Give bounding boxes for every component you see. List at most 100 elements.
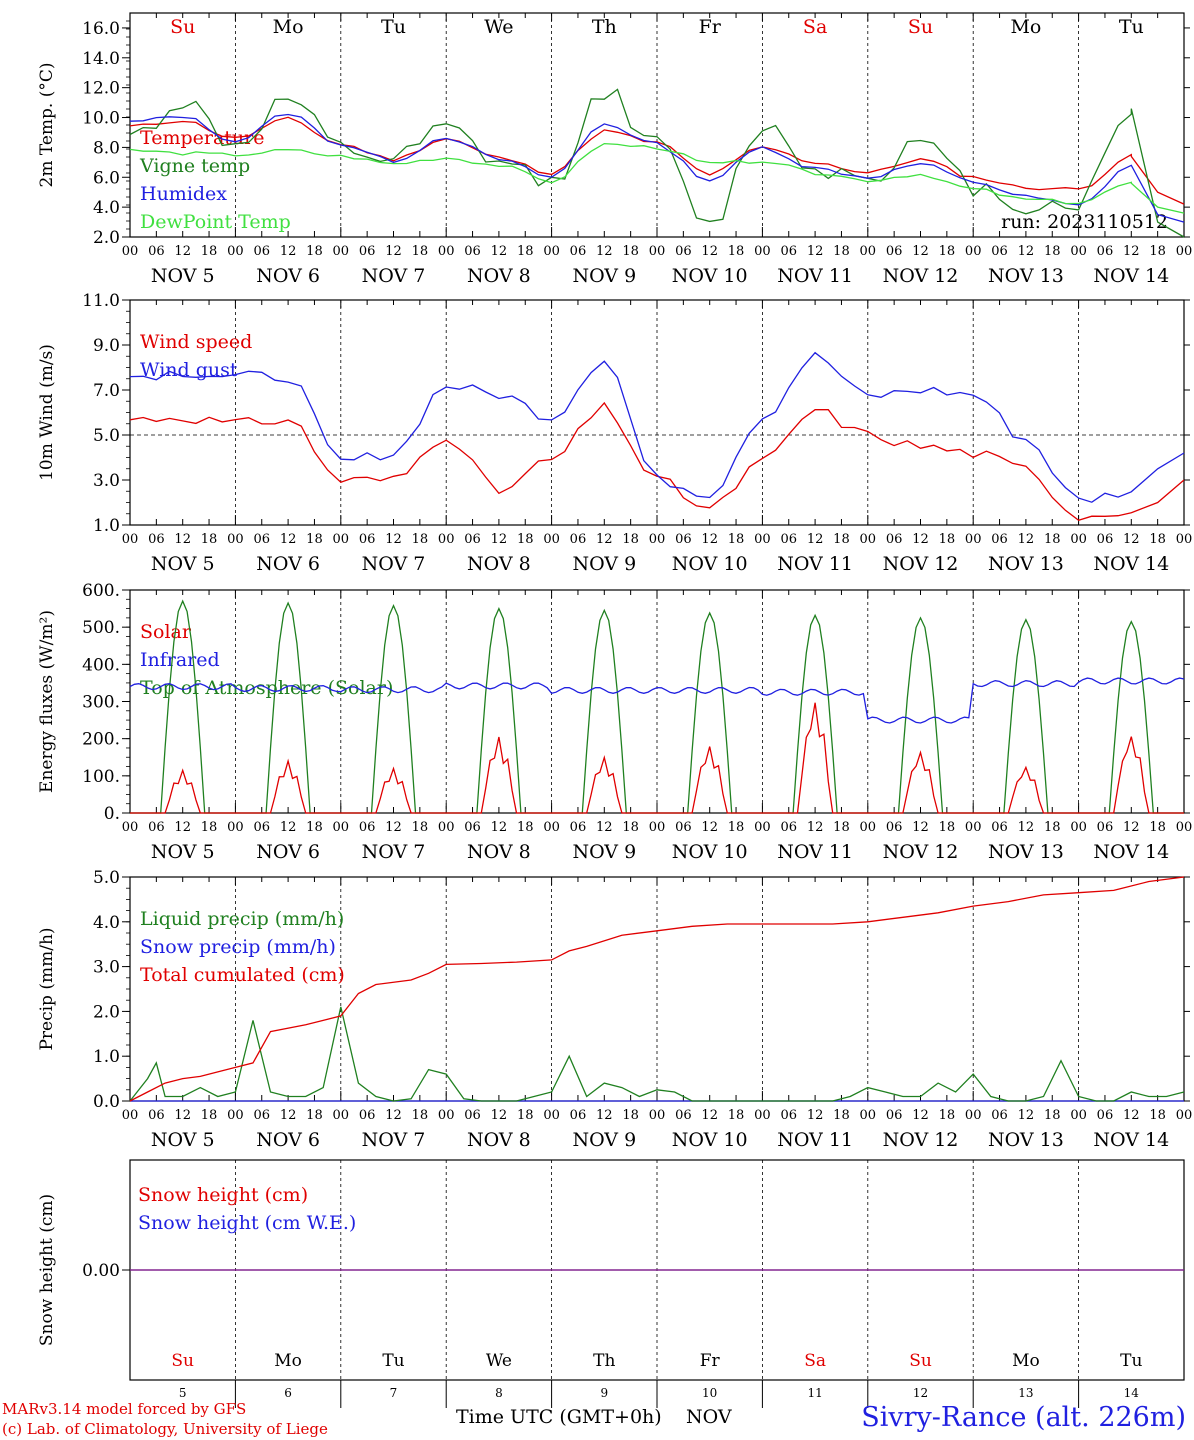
hour-tick-label: 00: [754, 1108, 771, 1123]
hour-tick-label: 06: [675, 1108, 692, 1123]
date-label: NOV 5: [151, 1129, 215, 1151]
hour-tick-label: 06: [464, 820, 481, 835]
hour-tick-label: 06: [359, 244, 376, 259]
legend-energy: Solar: [140, 621, 192, 643]
hour-tick-label: 18: [833, 532, 850, 547]
hour-tick-label: 12: [807, 1108, 824, 1123]
y-tick-label: 3.0: [93, 471, 120, 491]
weekday-label: Tu: [1120, 1351, 1142, 1371]
hour-tick-label: 06: [1097, 532, 1114, 547]
hour-tick-label: 06: [1097, 1108, 1114, 1123]
y-axis-label-precip: Precip (mm/h): [37, 927, 57, 1050]
hour-tick-label: 12: [174, 1108, 191, 1123]
panel-frame-temp: [129, 12, 1185, 238]
hour-tick-label: 18: [728, 1108, 745, 1123]
hour-tick-label: 00: [860, 244, 877, 259]
date-label: NOV 13: [988, 553, 1064, 575]
day-number: 6: [284, 1386, 292, 1400]
hour-tick-label: 18: [517, 1108, 534, 1123]
legend-wind: Wind gust: [140, 359, 238, 381]
hour-tick-label: 06: [253, 820, 270, 835]
hour-tick-label: 12: [1123, 532, 1140, 547]
date-label: NOV 5: [151, 553, 215, 575]
hour-tick-label: 00: [543, 820, 560, 835]
date-label: NOV 9: [572, 1129, 636, 1151]
hour-tick-label: 18: [306, 1108, 323, 1123]
hour-tick-label: 12: [385, 1108, 402, 1123]
weekday-label: Su: [908, 16, 933, 38]
legend-snow: Snow height (cm W.E.): [138, 1212, 356, 1234]
weekday-label: Su: [171, 1351, 194, 1371]
y-tick-label: 0.0: [93, 1092, 120, 1112]
hour-tick-label: 00: [754, 244, 771, 259]
hour-tick-label: 12: [807, 820, 824, 835]
date-label: NOV 10: [672, 841, 748, 863]
hour-tick-label: 06: [675, 244, 692, 259]
hour-tick-label: 00: [438, 1108, 455, 1123]
hour-tick-label: 12: [1018, 532, 1035, 547]
hour-tick-label: 12: [174, 820, 191, 835]
hour-tick-label: 12: [596, 532, 613, 547]
precip-series-line: [129, 1006, 1185, 1102]
date-label: NOV 6: [256, 841, 320, 863]
hour-tick-label: 18: [306, 244, 323, 259]
date-label: NOV 12: [883, 841, 959, 863]
station-name: Sivry-Rance (alt. 226m): [861, 1402, 1186, 1433]
hour-tick-label: 00: [1070, 820, 1087, 835]
date-label: NOV 10: [672, 265, 748, 287]
day-number: 14: [1124, 1386, 1140, 1400]
date-label: NOV 11: [777, 841, 853, 863]
wind-series-line: [129, 351, 1185, 503]
hour-tick-label: 12: [491, 820, 508, 835]
y-tick-label: 0.00: [82, 1261, 120, 1281]
y-tick-label: 500.: [82, 618, 120, 638]
weekday-label: Tu: [1119, 16, 1144, 38]
hour-tick-label: 12: [174, 244, 191, 259]
weekday-label: We: [486, 1351, 512, 1371]
hour-tick-label: 00: [1176, 1108, 1193, 1123]
y-tick-label: 9.0: [93, 336, 120, 356]
hour-tick-label: 00: [333, 1108, 350, 1123]
legend-temp: Humidex: [140, 183, 227, 205]
hour-tick-label: 12: [1123, 1108, 1140, 1123]
day-number: 12: [913, 1386, 928, 1400]
date-label: NOV 12: [883, 1129, 959, 1151]
hour-tick-label: 06: [359, 1108, 376, 1123]
y-tick-label: 2.0: [93, 228, 120, 248]
day-number: 7: [390, 1386, 398, 1400]
day-number: 10: [702, 1386, 717, 1400]
hour-tick-label: 06: [253, 532, 270, 547]
date-label: NOV 9: [572, 265, 636, 287]
hour-tick-label: 12: [385, 532, 402, 547]
hour-tick-label: 00: [649, 820, 666, 835]
hour-tick-label: 06: [359, 820, 376, 835]
hour-tick-label: 18: [1149, 820, 1166, 835]
hour-tick-label: 00: [543, 244, 560, 259]
y-tick-label: 11.0: [82, 291, 120, 311]
weekday-label: Th: [593, 1351, 615, 1371]
hour-tick-label: 00: [1070, 1108, 1087, 1123]
infrared-line: [129, 677, 1185, 724]
temp-series-line: [129, 142, 1185, 214]
date-label: NOV 11: [777, 553, 853, 575]
weekday-label: Mo: [273, 16, 304, 38]
hour-tick-label: 12: [280, 244, 297, 259]
hour-tick-label: 00: [227, 532, 244, 547]
hour-tick-label: 00: [227, 820, 244, 835]
hour-tick-label: 06: [886, 532, 903, 547]
date-label: NOV 14: [1093, 553, 1169, 575]
hour-tick-label: 06: [1097, 244, 1114, 259]
hour-tick-label: 18: [1149, 244, 1166, 259]
model-credit: MARv3.14 model forced by GFS: [2, 1400, 247, 1418]
hour-tick-label: 18: [622, 820, 639, 835]
hour-tick-label: 18: [201, 244, 218, 259]
hour-tick-label: 00: [333, 820, 350, 835]
date-label: NOV 14: [1093, 841, 1169, 863]
hour-tick-label: 00: [649, 1108, 666, 1123]
weekday-label: Mo: [1010, 16, 1041, 38]
date-label: NOV 12: [883, 265, 959, 287]
hour-tick-label: 12: [807, 244, 824, 259]
legend-temp: Vigne temp: [139, 155, 250, 177]
date-label: NOV 10: [672, 553, 748, 575]
hour-tick-label: 12: [807, 532, 824, 547]
